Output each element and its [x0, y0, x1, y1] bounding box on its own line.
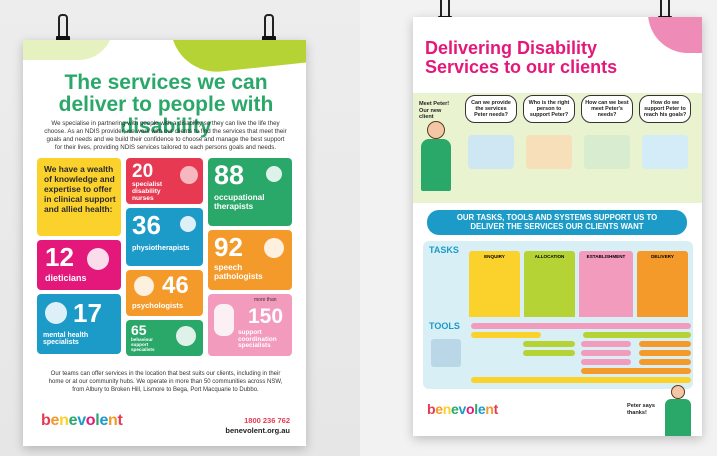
speech-icon [264, 238, 284, 258]
stat-tile-behaviour: 65 behaviour support specialists [126, 320, 203, 356]
scene-illustration [468, 135, 514, 169]
tool-bar [583, 332, 691, 338]
binder-clip-icon [658, 0, 672, 22]
poster-intro: We specialise in partnering with people … [44, 120, 287, 151]
stat-number: 46 [162, 272, 189, 299]
brain-icon [134, 276, 154, 296]
tasks-banner: OUR TASKS, TOOLS AND SYSTEMS SUPPORT US … [427, 210, 687, 235]
intro-speech: Meet Peter! Our new client [419, 101, 450, 120]
title-line-2: Services to our clients [425, 57, 618, 77]
poster-title: The services we can deliver to people wi… [58, 71, 274, 138]
banner-line-2: DELIVER THE SERVICES OUR CLIENTS WANT [470, 222, 644, 231]
services-poster: The services we can deliver to people wi… [23, 40, 306, 446]
sign-off-text: Peter says thanks! [627, 403, 655, 416]
stat-number: 17 [73, 298, 102, 328]
benevolent-logo: benevolent [41, 412, 123, 429]
task-column-header: ALLOCATION [534, 254, 565, 259]
tasks-label: TASKS [429, 245, 459, 255]
title-line-1: Delivering Disability [425, 38, 598, 58]
tool-bar [581, 341, 631, 347]
family-icon [176, 326, 196, 346]
banner-line-1: OUR TASKS, TOOLS AND SYSTEMS SUPPORT US … [456, 213, 658, 222]
poster-title: Delivering Disability Services to our cl… [425, 39, 617, 77]
stat-tile-psychologists: 46 psychologists [126, 270, 203, 316]
contact-block: 1800 236 762 benevolent.org.au [225, 416, 290, 436]
stat-tile-nurses: 20 specialist disability nurses [126, 158, 203, 204]
step-question-1: Can we provide the services Peter needs? [465, 95, 517, 123]
tool-bar [581, 350, 631, 356]
peter-body-icon [665, 399, 691, 436]
scene-illustration [642, 135, 688, 169]
stat-label: mental health specialists [43, 332, 89, 347]
binder-clip-icon [262, 14, 276, 42]
step-question-2: Who is the right person to support Peter… [523, 95, 575, 123]
tool-bar [471, 323, 691, 329]
delivery-poster: Delivering Disability Services to our cl… [413, 17, 702, 436]
tool-bar [581, 368, 691, 374]
decorative-shape [648, 17, 702, 53]
tool-bar [471, 377, 691, 383]
nurse-icon [180, 166, 198, 184]
task-column-enquiry: ENQUIRY [469, 251, 520, 323]
stat-label: behaviour support specialists [131, 337, 155, 352]
stat-number: 88 [214, 160, 245, 190]
stat-tile-mental-health: 17 mental health specialists [37, 294, 121, 354]
stat-label: occupational therapists [214, 193, 265, 211]
stat-label: speech pathologists [214, 263, 263, 281]
stat-number: 36 [132, 210, 161, 240]
task-column-allocation: ALLOCATION [524, 251, 575, 323]
stat-label: physiotherapists [132, 243, 190, 252]
peter-head-icon [427, 121, 445, 139]
peter-head-icon [671, 385, 685, 399]
stat-tile-speech: 92 speech pathologists [208, 230, 292, 290]
scene-illustration [526, 135, 572, 169]
stat-tile-occupational: 88 occupational therapists [208, 158, 292, 226]
step-question-3: How can we best meet Peter's needs? [581, 95, 633, 123]
task-column-establishment: ESTABLISHMENT [579, 251, 633, 323]
binder-clip-icon [56, 14, 70, 42]
stat-label: specialist disability nurses [132, 181, 163, 202]
website: benevolent.org.au [225, 426, 290, 435]
tools-label: TOOLS [429, 321, 460, 331]
head-icon [45, 302, 67, 324]
peter-body-icon [421, 139, 451, 191]
task-column-header: ENQUIRY [484, 254, 505, 259]
physio-icon [180, 216, 196, 232]
people-icon [214, 304, 234, 336]
tool-bar [581, 359, 631, 365]
tool-bar [639, 350, 691, 356]
stat-label: support coordination specialists [238, 329, 277, 350]
stat-number: 20 [132, 161, 154, 182]
scene-illustration [584, 135, 630, 169]
plate-icon [87, 248, 109, 270]
tool-bar [471, 332, 541, 338]
walking-frame-icon [266, 166, 282, 182]
stat-number: 12 [45, 242, 74, 272]
stat-prefix: more than [254, 297, 277, 303]
decorative-shape [23, 40, 113, 60]
task-column-header: ESTABLISHMENT [586, 254, 626, 259]
stat-number: 65 [131, 322, 147, 338]
stat-label: dieticians [45, 273, 87, 283]
task-column-header: DELIVERY [651, 254, 674, 259]
stat-tile-dieticians: 12 dieticians [37, 240, 121, 290]
desk-illustration [431, 339, 461, 367]
feature-tile: We have a wealth of knowledge and expert… [37, 158, 121, 236]
feature-text: We have a wealth of knowledge and expert… [44, 164, 116, 214]
stat-tile-physio: 36 physiotherapists [126, 208, 203, 266]
stat-number: 92 [214, 232, 243, 262]
step-question-4: How do we support Peter to reach his goa… [639, 95, 691, 123]
stat-label: psychologists [132, 301, 184, 310]
poster-footer-text: Our teams can offer services in the loca… [48, 371, 283, 393]
tool-bar [639, 341, 691, 347]
tool-bar [523, 341, 575, 347]
stat-number: 150 [248, 305, 284, 328]
tool-bar [639, 359, 691, 365]
stat-tile-coordination: more than 150 support coordination speci… [208, 294, 292, 356]
benevolent-logo: benevolent [427, 401, 499, 417]
phone-number: 1800 236 762 [244, 416, 290, 425]
tool-bar [523, 350, 575, 356]
binder-clip-icon [438, 0, 452, 22]
task-column-delivery: DELIVERY [637, 251, 688, 323]
